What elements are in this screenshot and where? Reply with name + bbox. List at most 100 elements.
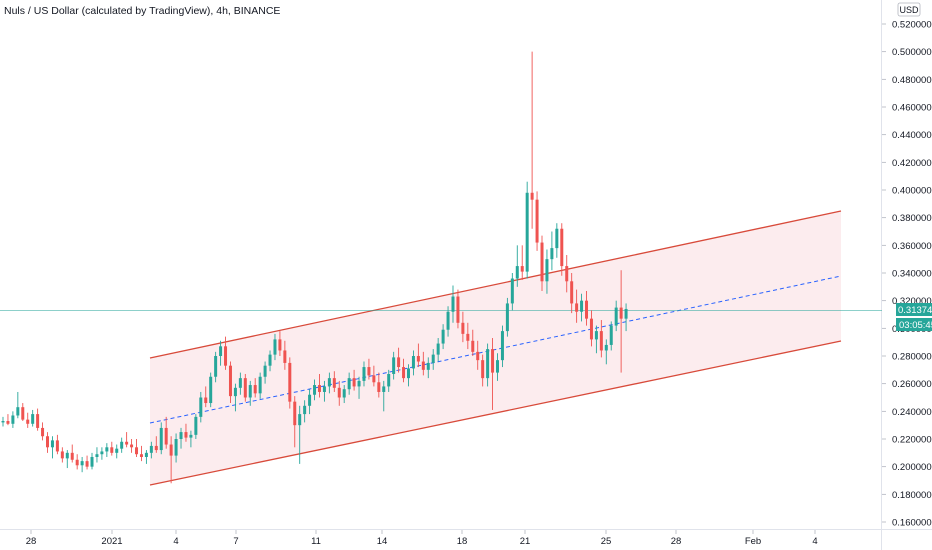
- candle[interactable]: [243, 373, 247, 402]
- candle[interactable]: [550, 231, 554, 271]
- candle[interactable]: [387, 369, 391, 392]
- candle[interactable]: [1, 416, 5, 427]
- candle[interactable]: [510, 273, 514, 311]
- candle[interactable]: [313, 379, 317, 401]
- candle[interactable]: [441, 324, 445, 350]
- candle[interactable]: [174, 433, 178, 463]
- candle[interactable]: [11, 411, 15, 428]
- candle[interactable]: [421, 351, 425, 376]
- candle[interactable]: [609, 321, 613, 351]
- candle[interactable]: [471, 329, 475, 356]
- candle[interactable]: [224, 336, 228, 370]
- candle[interactable]: [105, 443, 109, 457]
- candle[interactable]: [199, 391, 203, 423]
- candle[interactable]: [189, 430, 193, 448]
- candle[interactable]: [614, 300, 618, 332]
- candle[interactable]: [263, 361, 267, 384]
- candle[interactable]: [476, 340, 480, 370]
- candle[interactable]: [233, 383, 237, 412]
- candle[interactable]: [505, 297, 509, 337]
- candle[interactable]: [268, 350, 272, 372]
- candle[interactable]: [308, 389, 312, 415]
- candle[interactable]: [322, 380, 326, 402]
- candle[interactable]: [60, 447, 64, 463]
- candle[interactable]: [589, 310, 593, 347]
- candle[interactable]: [525, 181, 529, 279]
- candle[interactable]: [392, 351, 396, 380]
- candle[interactable]: [75, 454, 79, 470]
- candle[interactable]: [530, 51, 534, 229]
- candle[interactable]: [179, 427, 183, 449]
- candle[interactable]: [575, 289, 579, 323]
- candle[interactable]: [570, 273, 574, 314]
- candle[interactable]: [36, 408, 40, 431]
- candle[interactable]: [159, 422, 163, 455]
- candle[interactable]: [372, 365, 376, 387]
- candle[interactable]: [70, 444, 74, 463]
- candle[interactable]: [41, 422, 45, 441]
- channel-mid-line[interactable]: [149, 275, 842, 424]
- candle[interactable]: [535, 191, 539, 251]
- candle[interactable]: [204, 386, 208, 408]
- candle[interactable]: [253, 378, 257, 398]
- candle[interactable]: [258, 372, 262, 399]
- channel-upper-line[interactable]: [149, 210, 842, 359]
- candle[interactable]: [327, 372, 331, 394]
- candle[interactable]: [486, 343, 490, 387]
- candle[interactable]: [491, 338, 495, 410]
- candle[interactable]: [367, 358, 371, 380]
- candle[interactable]: [164, 416, 168, 449]
- candle[interactable]: [426, 357, 430, 379]
- candle[interactable]: [382, 380, 386, 412]
- candle[interactable]: [500, 325, 504, 368]
- candle[interactable]: [125, 432, 129, 448]
- candle[interactable]: [461, 311, 465, 343]
- candle[interactable]: [238, 372, 242, 395]
- candle[interactable]: [65, 450, 69, 469]
- regression-channel[interactable]: [149, 210, 842, 486]
- candle[interactable]: [154, 436, 158, 453]
- candle[interactable]: [402, 358, 406, 383]
- candle[interactable]: [298, 405, 302, 464]
- candle[interactable]: [85, 455, 89, 470]
- candle[interactable]: [219, 340, 223, 366]
- candle[interactable]: [139, 445, 143, 462]
- candle[interactable]: [406, 364, 410, 387]
- candle[interactable]: [21, 403, 25, 422]
- candle[interactable]: [540, 235, 544, 291]
- currency-badge[interactable]: USD: [897, 2, 921, 17]
- candle[interactable]: [446, 306, 450, 337]
- candle[interactable]: [317, 373, 321, 398]
- candle[interactable]: [303, 400, 307, 423]
- candle[interactable]: [411, 350, 415, 376]
- candle[interactable]: [214, 351, 218, 383]
- candle[interactable]: [545, 249, 549, 294]
- candle[interactable]: [352, 369, 356, 391]
- candle[interactable]: [248, 380, 252, 406]
- candle[interactable]: [377, 372, 381, 398]
- channel-lower-line[interactable]: [149, 340, 842, 486]
- candle[interactable]: [26, 412, 30, 428]
- candle[interactable]: [580, 293, 584, 322]
- candle[interactable]: [456, 289, 460, 329]
- candles[interactable]: [1, 51, 628, 484]
- candle[interactable]: [80, 456, 84, 473]
- candle[interactable]: [6, 414, 10, 426]
- candle[interactable]: [619, 270, 623, 373]
- candle[interactable]: [599, 320, 603, 358]
- candle[interactable]: [209, 372, 213, 408]
- candle[interactable]: [273, 333, 277, 361]
- candle[interactable]: [362, 361, 366, 387]
- candle[interactable]: [135, 439, 139, 457]
- candle[interactable]: [496, 353, 499, 381]
- candle[interactable]: [149, 441, 153, 459]
- candle[interactable]: [624, 303, 628, 332]
- candle[interactable]: [144, 450, 148, 464]
- candle[interactable]: [431, 349, 435, 370]
- candle[interactable]: [228, 361, 232, 404]
- candle[interactable]: [46, 432, 50, 453]
- candle[interactable]: [194, 414, 198, 439]
- candle[interactable]: [55, 434, 59, 455]
- candle[interactable]: [50, 436, 54, 459]
